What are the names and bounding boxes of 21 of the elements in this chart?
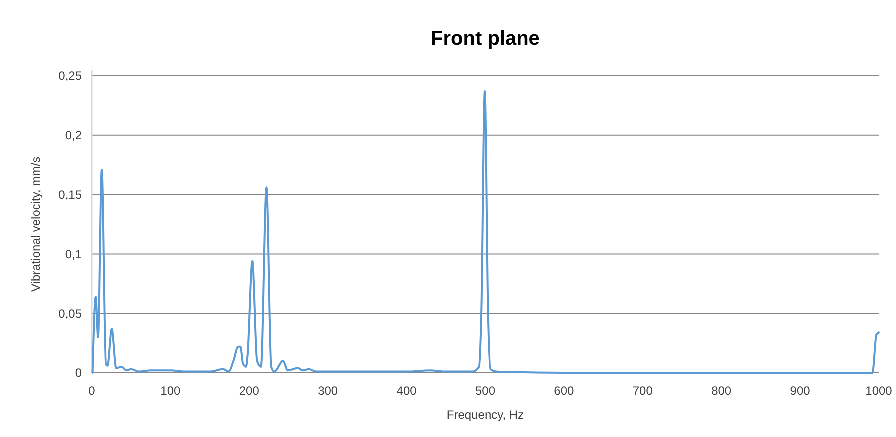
x-tick-label: 800 <box>712 384 732 398</box>
x-tick-label: 100 <box>160 384 182 398</box>
y-tick-label: 0,2 <box>65 128 82 143</box>
x-axis-title: Frequency, Hz <box>446 408 524 422</box>
y-tick-label: 0,15 <box>58 188 82 202</box>
x-tick-label: 300 <box>318 384 338 398</box>
x-tick-label: 900 <box>790 384 811 398</box>
y-tick-label: 0,1 <box>65 247 82 262</box>
x-tick-label: 200 <box>239 384 260 398</box>
y-tick-label: 0 <box>75 366 82 380</box>
x-tick-label: 1000 <box>866 384 893 398</box>
y-tick-label: 0,25 <box>58 69 82 84</box>
line-series <box>92 90 880 374</box>
x-tick-label: 400 <box>396 384 418 398</box>
x-tick-label: 0 <box>88 384 96 398</box>
x-tick-label: 600 <box>554 384 575 398</box>
y-tick-label: 0,05 <box>58 306 82 321</box>
x-tick-label: 700 <box>632 384 654 398</box>
chart-title: Front plane <box>431 28 540 50</box>
y-axis-title: Vibrational velocity, mm/s <box>29 157 43 292</box>
x-tick-label: 500 <box>475 384 496 398</box>
